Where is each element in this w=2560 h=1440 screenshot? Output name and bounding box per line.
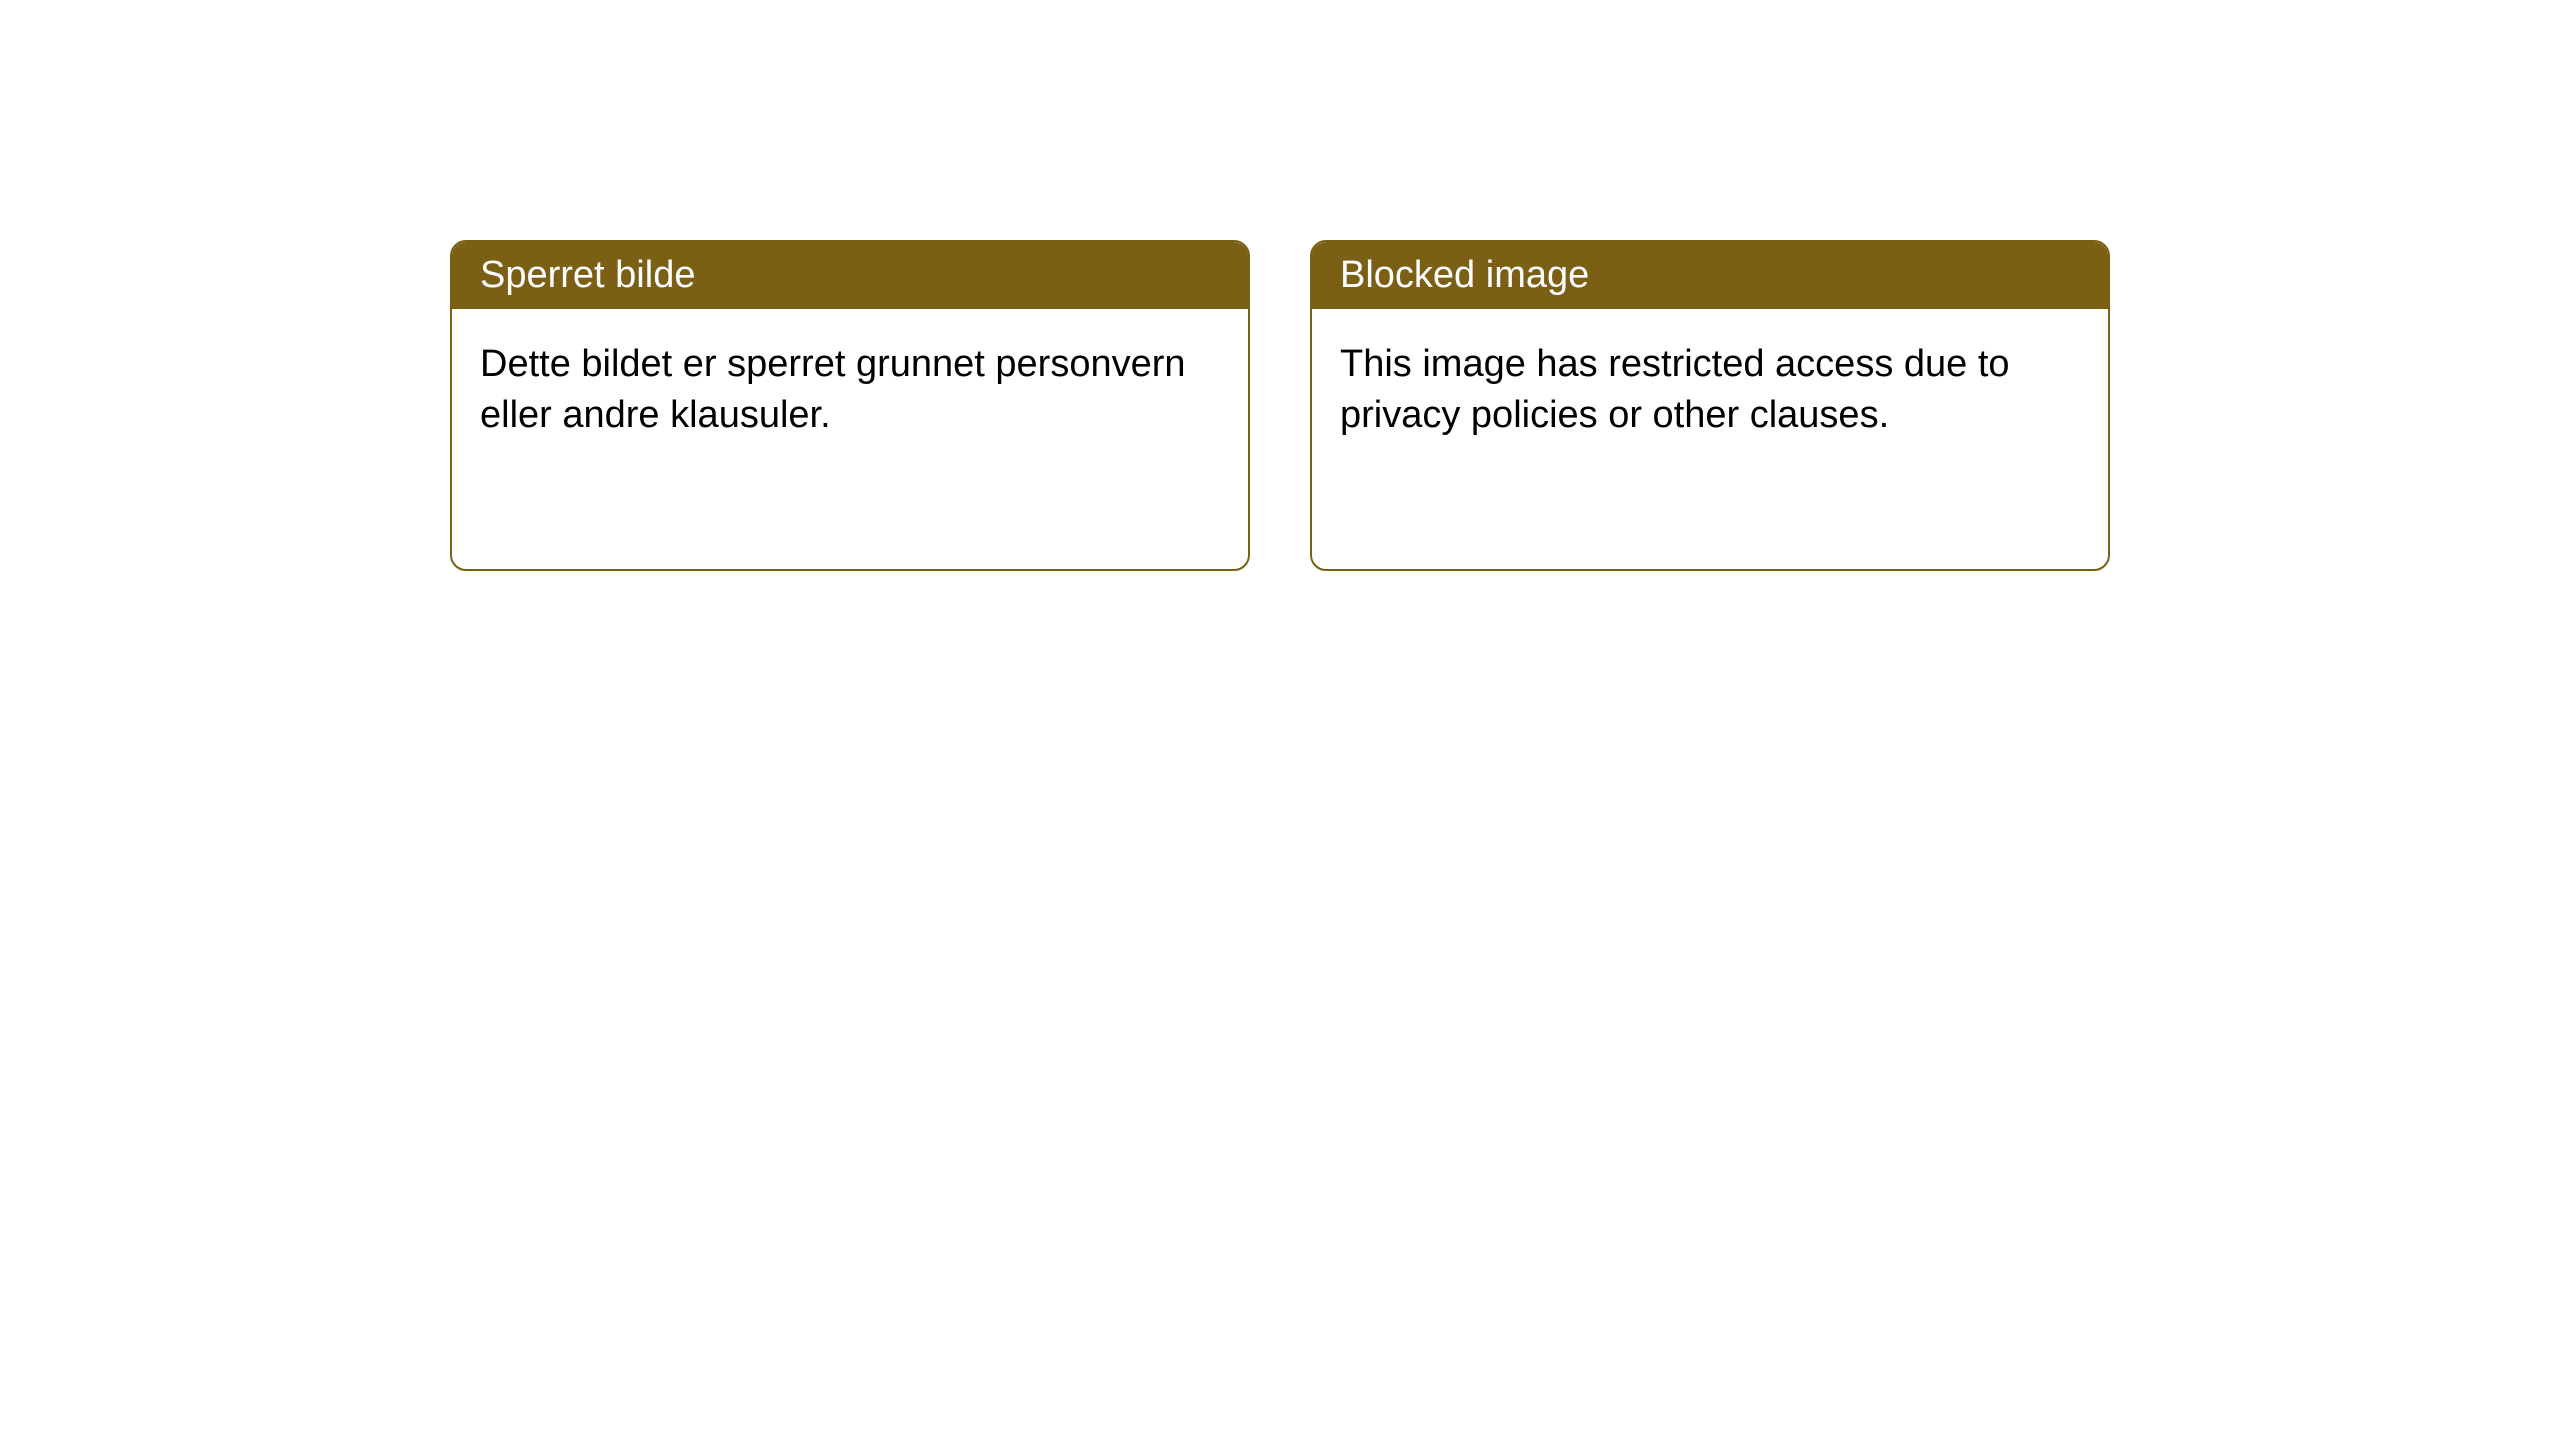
card-body: This image has restricted access due to … [1312, 309, 2108, 569]
card-title: Sperret bilde [480, 254, 695, 296]
card-body-text: Dette bildet er sperret grunnet personve… [480, 343, 1186, 436]
card-title: Blocked image [1340, 254, 1589, 296]
card-body-text: This image has restricted access due to … [1340, 343, 2010, 436]
card-header: Sperret bilde [452, 242, 1248, 309]
cards-container: Sperret bilde Dette bildet er sperret gr… [450, 240, 2110, 571]
card-body: Dette bildet er sperret grunnet personve… [452, 309, 1248, 569]
blocked-image-card-english: Blocked image This image has restricted … [1310, 240, 2110, 571]
card-header: Blocked image [1312, 242, 2108, 309]
blocked-image-card-norwegian: Sperret bilde Dette bildet er sperret gr… [450, 240, 1250, 571]
